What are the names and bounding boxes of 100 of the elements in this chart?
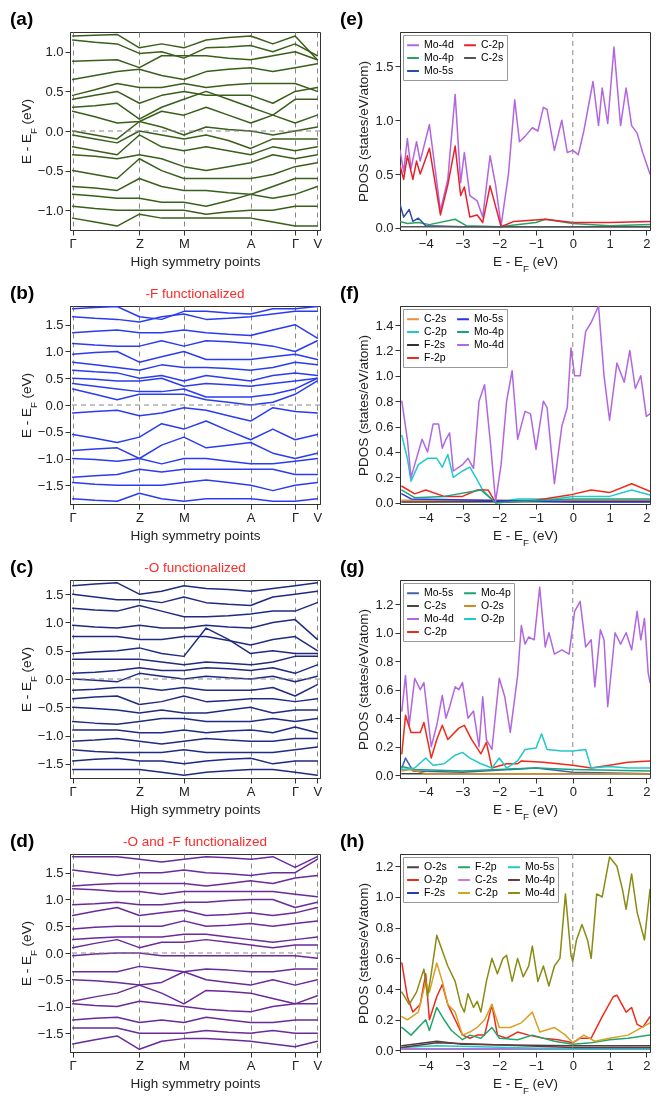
x-axis-title: E - E$_{F}$ (eV) <box>492 1075 559 1095</box>
text: (h) <box>340 830 365 851</box>
legend-label: Mo-4p <box>424 51 454 63</box>
x-tick-label: −3 <box>455 783 471 799</box>
x-tick-label: −1 <box>529 1057 544 1073</box>
y-tick-label: −1.0 <box>37 202 64 218</box>
y-tick-label: 1.0 <box>375 625 394 641</box>
x-tick-label: 2 <box>643 1057 651 1073</box>
x-tick-label: −3 <box>455 509 471 525</box>
x-tick-label: −3 <box>455 235 471 251</box>
x-tick-label: Z <box>135 1057 144 1073</box>
y-tick-label: 0.2 <box>375 739 394 755</box>
x-tick-label: −3 <box>455 1057 471 1073</box>
y-tick-label: 0.5 <box>45 83 64 99</box>
y-tick-label: −1.5 <box>37 756 64 772</box>
x-tick-label: −4 <box>418 509 434 525</box>
y-tick-label: 0.4 <box>375 981 394 997</box>
y-tick-label: 0.8 <box>375 393 394 409</box>
x-tick-label: Z <box>135 235 144 251</box>
y-tick-label: 0.8 <box>375 653 394 669</box>
y-tick-label: 1.4 <box>375 317 394 333</box>
text: (d) <box>10 830 35 851</box>
y-tick-label: 1.2 <box>375 858 394 874</box>
x-tick-label: Γ <box>69 783 77 799</box>
x-tick-label: Γ <box>292 235 300 251</box>
x-tick-label: Γ <box>292 509 300 525</box>
y-tick-label: 0.2 <box>375 1012 394 1028</box>
text: (g) <box>340 556 365 577</box>
x-tick-label: M <box>178 1057 190 1073</box>
text: (f) <box>340 282 359 303</box>
y-tick-label: −0.5 <box>37 972 64 988</box>
x-tick-label: M <box>178 509 190 525</box>
legend-label: C-2s <box>475 873 498 885</box>
x-tick-label: 0 <box>569 783 577 799</box>
x-axis-title: High symmetry points <box>130 527 261 543</box>
x-tick-label: M <box>178 235 190 251</box>
chart-title: -O functionalized <box>144 560 246 575</box>
legend-label: Mo-4d <box>424 38 454 51</box>
y-tick-label: 1.0 <box>375 368 394 384</box>
x-axis-title: High symmetry points <box>130 253 261 269</box>
legend-label: C-2p <box>424 325 447 337</box>
chart-title: -O and -F functionalized <box>122 834 268 849</box>
x-tick-label: Γ <box>292 783 300 799</box>
x-tick-label: A <box>246 235 256 251</box>
x-tick-label: V <box>313 1057 323 1073</box>
legend-label: Mo-5s <box>424 586 454 599</box>
x-tick-label: Γ <box>292 1057 300 1073</box>
y-tick-label: 0.6 <box>375 419 394 435</box>
text: (a) <box>10 8 34 29</box>
x-axis-title: E - E$_{F}$ (eV) <box>492 253 559 273</box>
x-tick-label: 2 <box>643 509 651 525</box>
y-tick-label: 0.5 <box>45 370 64 386</box>
legend-label: C-2s <box>424 599 447 611</box>
y-tick-label: 0.5 <box>375 166 394 182</box>
y-tick-label: 1.0 <box>375 112 394 128</box>
y-tick-label: −0.5 <box>37 699 64 715</box>
y-tick-label: 1.0 <box>45 343 64 359</box>
x-tick-label: A <box>246 1057 256 1073</box>
y-tick-label: 0.0 <box>375 767 394 783</box>
x-tick-label: 1 <box>606 235 614 251</box>
x-tick-label: V <box>313 783 323 799</box>
y-tick-label: 1.5 <box>45 586 64 602</box>
legend-label: F-2s <box>424 338 445 350</box>
x-axis-title: E - E$_{F}$ (eV) <box>492 527 559 547</box>
y-tick-label: 1.5 <box>45 865 64 881</box>
legend-label: F-2p <box>424 351 446 363</box>
x-tick-label: 1 <box>606 783 614 799</box>
x-axis-title: High symmetry points <box>130 801 261 817</box>
y-tick-label: 0.8 <box>375 920 394 936</box>
x-tick-label: −2 <box>492 1057 508 1073</box>
y-tick-label: 1.5 <box>45 317 64 333</box>
x-tick-label: −2 <box>492 509 508 525</box>
y-tick-label: 1.2 <box>375 342 394 358</box>
legend-label: F-2p <box>475 860 497 873</box>
chart-title: -F functionalized <box>145 286 245 301</box>
legend-label: Mo-4d <box>474 338 504 350</box>
y-tick-label: 0.0 <box>45 945 64 961</box>
y-tick-label: 0.6 <box>375 682 394 698</box>
y-tick-label: 0.0 <box>45 397 64 413</box>
y-tick-label: 0.0 <box>45 671 64 687</box>
y-axis-title: PDOS (states/eV/atom) <box>356 882 372 1025</box>
x-tick-label: −2 <box>492 783 508 799</box>
y-tick-label: 1.2 <box>375 596 394 612</box>
y-tick-label: 0.4 <box>375 444 394 460</box>
x-tick-label: Γ <box>69 509 77 525</box>
x-tick-label: V <box>313 509 323 525</box>
x-tick-label: 0 <box>569 1057 577 1073</box>
x-tick-label: 1 <box>606 509 614 525</box>
y-tick-label: −1.0 <box>37 451 64 467</box>
y-tick-label: 0.5 <box>45 643 64 659</box>
y-tick-label: 0.4 <box>375 710 394 726</box>
x-tick-label: −2 <box>492 235 508 251</box>
y-tick-label: −1.5 <box>37 1025 64 1041</box>
x-tick-label: Z <box>135 783 144 799</box>
y-axis-title: PDOS (states/eV/atom) <box>356 608 372 751</box>
legend-label: Mo-4p <box>474 325 504 337</box>
legend-label: C-2p <box>481 38 504 51</box>
legend-label: O-2p <box>424 873 448 885</box>
x-tick-label: 0 <box>569 235 577 251</box>
legend-label: C-2s <box>424 312 447 325</box>
